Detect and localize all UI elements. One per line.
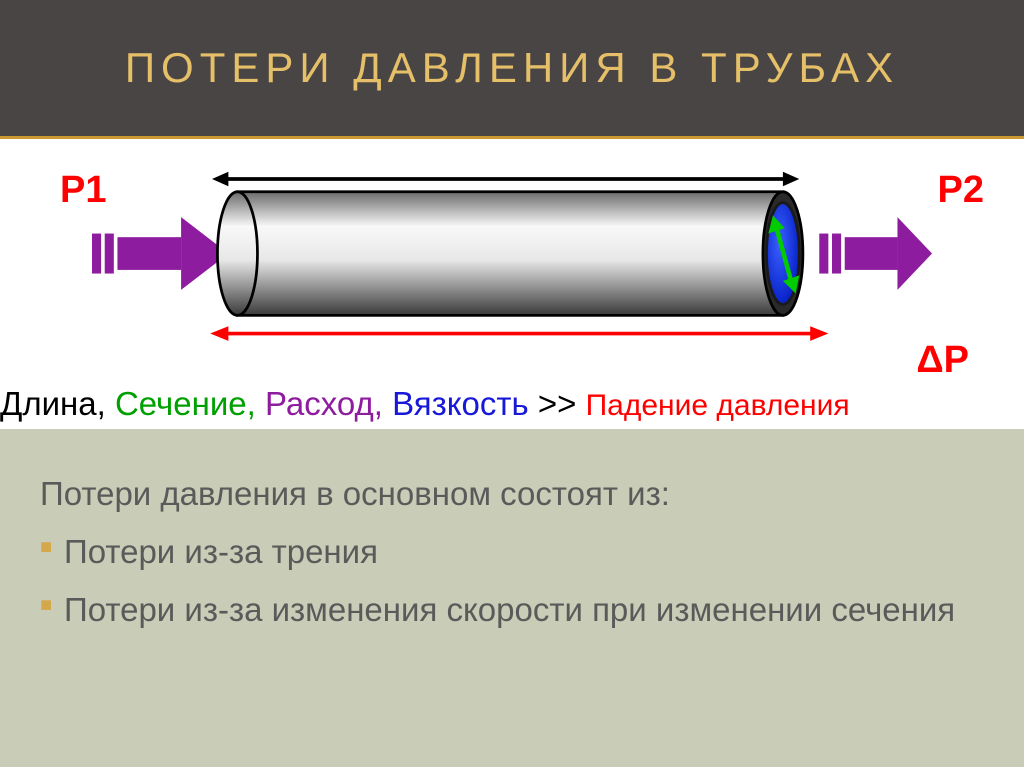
factor-viscosity: Вязкость (392, 385, 529, 422)
text-block: Потери давления в основном состоят из: П… (0, 429, 1024, 767)
factor-section: Сечение, (115, 385, 256, 422)
bullet-velocity: Потери из-за изменения скорости при изме… (40, 587, 984, 633)
pipe-diagram: P1 P2 ΔP (0, 139, 1024, 429)
slide-header: ПОТЕРИ ДАВЛЕНИЯ В ТРУБАХ (0, 0, 1024, 139)
factor-arrows: >> (538, 385, 577, 422)
factor-flow: Расход, (265, 385, 383, 422)
length-arrow-top (212, 172, 799, 187)
pipe-svg (50, 159, 974, 359)
factor-length: Длина, (0, 385, 106, 422)
pipe-body (217, 192, 802, 316)
factor-drop: Падение давления (586, 389, 850, 422)
inlet-arrow (92, 217, 228, 290)
length-arrow-bottom (210, 326, 828, 341)
outlet-arrow (819, 217, 932, 290)
slide-title: ПОТЕРИ ДАВЛЕНИЯ В ТРУБАХ (125, 44, 899, 92)
factors-row: Длина, Сечение, Расход, Вязкость >> Паде… (0, 385, 1024, 423)
bullet-friction: Потери из-за трения (40, 529, 984, 575)
intro-line: Потери давления в основном состоят из: (40, 471, 984, 517)
